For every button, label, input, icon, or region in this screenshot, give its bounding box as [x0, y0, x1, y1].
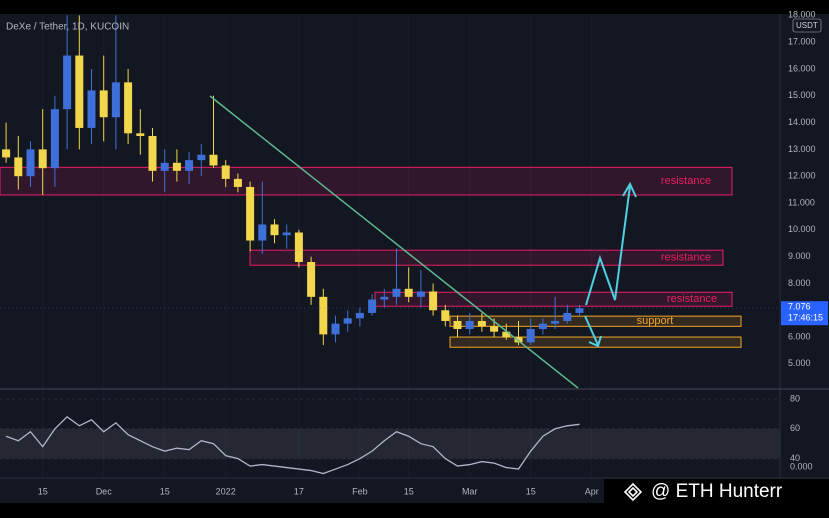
x-tick-label: Apr [585, 486, 599, 496]
x-tick-label: Feb [352, 486, 368, 496]
currency-label: USDT [796, 21, 818, 30]
y-tick-label: 12.000 [788, 171, 816, 181]
indicator-band [0, 428, 780, 459]
x-tick-label: Mar [462, 486, 478, 496]
candle-body [38, 149, 47, 169]
candle-body [441, 310, 450, 321]
y-tick-label: 8.000 [788, 278, 811, 288]
candle-body [392, 288, 401, 297]
zone [249, 249, 724, 266]
zone [449, 315, 742, 327]
candle-body [221, 165, 230, 179]
projection-arrows [584, 181, 637, 348]
last-price-box [781, 301, 828, 326]
candle-body [111, 82, 120, 118]
candle-body [465, 320, 474, 330]
zone-label: resistance [661, 252, 711, 264]
x-tick-label: 17 [294, 486, 304, 496]
candle-body [563, 312, 572, 321]
y-tick-label: 14.000 [788, 117, 816, 127]
watermark-logo [623, 482, 643, 502]
x-tick-label: 15 [526, 486, 536, 496]
y-tick-label: 11.000 [788, 197, 815, 207]
x-tick-label: 15 [404, 486, 414, 496]
candle-body [50, 109, 59, 169]
watermark-bg [604, 479, 829, 503]
x-tick-label: Dec [96, 486, 113, 496]
y-tick-label: 18.000 [788, 10, 816, 20]
candle-body [429, 291, 438, 311]
indicator-extra-label: 0.000 [790, 461, 813, 471]
zone-label: resistance [667, 293, 717, 305]
zone [374, 291, 733, 307]
candle-body [233, 178, 242, 187]
candle-body [246, 186, 255, 241]
candle-body [87, 90, 96, 128]
candle-body [416, 291, 425, 297]
candle-body [148, 135, 157, 171]
candle-body [2, 149, 11, 158]
indicator-line [5, 415, 580, 475]
watermark: @ ETH Hunterr [651, 481, 783, 502]
symbol-title: DeXe / Tether, 1D, KUCOIN [6, 22, 129, 33]
candle-body [551, 320, 560, 324]
y-tick-label: 9.000 [788, 251, 811, 261]
candle-body [258, 224, 267, 241]
candle-body [502, 331, 511, 338]
candle-body [172, 162, 181, 171]
candle-body [99, 90, 108, 118]
candle-body [453, 320, 462, 330]
zone [0, 166, 733, 196]
y-tick-label: 13.000 [788, 144, 816, 154]
candle-body [319, 296, 328, 335]
candle-body [477, 320, 486, 327]
candle-body [270, 224, 279, 236]
countdown-label: 17:46:15 [788, 313, 823, 323]
zone-label: support [637, 315, 674, 327]
y-tick-label: 5.000 [788, 358, 811, 368]
candle-body [538, 323, 547, 330]
candle-body [380, 296, 389, 300]
candle-body [355, 312, 364, 319]
candle-body [294, 232, 303, 262]
y-tick-label: 16.000 [788, 63, 816, 73]
candle-body [160, 162, 169, 171]
x-tick-label: 15 [160, 486, 170, 496]
candle-body [368, 299, 377, 313]
candle-body [209, 154, 218, 166]
candle-body [197, 154, 206, 161]
candle-body [185, 160, 194, 171]
indicator-tick-label: 80 [790, 393, 800, 403]
candle-body [404, 288, 413, 297]
candle-body [14, 157, 23, 177]
candle-body [75, 55, 84, 128]
candle-body [307, 261, 316, 297]
currency-box [792, 18, 822, 33]
indicator-tick-label: 40 [790, 453, 800, 463]
y-tick-label: 6.000 [788, 331, 811, 341]
zone-label: resistance [661, 175, 711, 187]
candle-body [26, 149, 35, 177]
y-tick-label: 15.000 [788, 90, 816, 100]
candle-body [526, 329, 535, 343]
x-tick-label: 2022 [216, 486, 236, 496]
candle-body [136, 133, 145, 136]
candle-body [124, 82, 133, 134]
y-tick-label: 10.000 [788, 224, 816, 234]
candle-body [63, 55, 72, 110]
candle-body [490, 326, 499, 332]
last-price-label: 7.076 [788, 302, 811, 312]
y-tick-label: 17.000 [788, 37, 816, 47]
candle-body [282, 232, 291, 236]
candle-body [514, 337, 523, 343]
candle-body [331, 323, 340, 335]
candle-body [575, 308, 584, 313]
x-tick-label: 15 [38, 486, 48, 496]
trend-line [209, 95, 579, 389]
candle-body [343, 318, 352, 324]
indicator-tick-label: 60 [790, 423, 800, 433]
